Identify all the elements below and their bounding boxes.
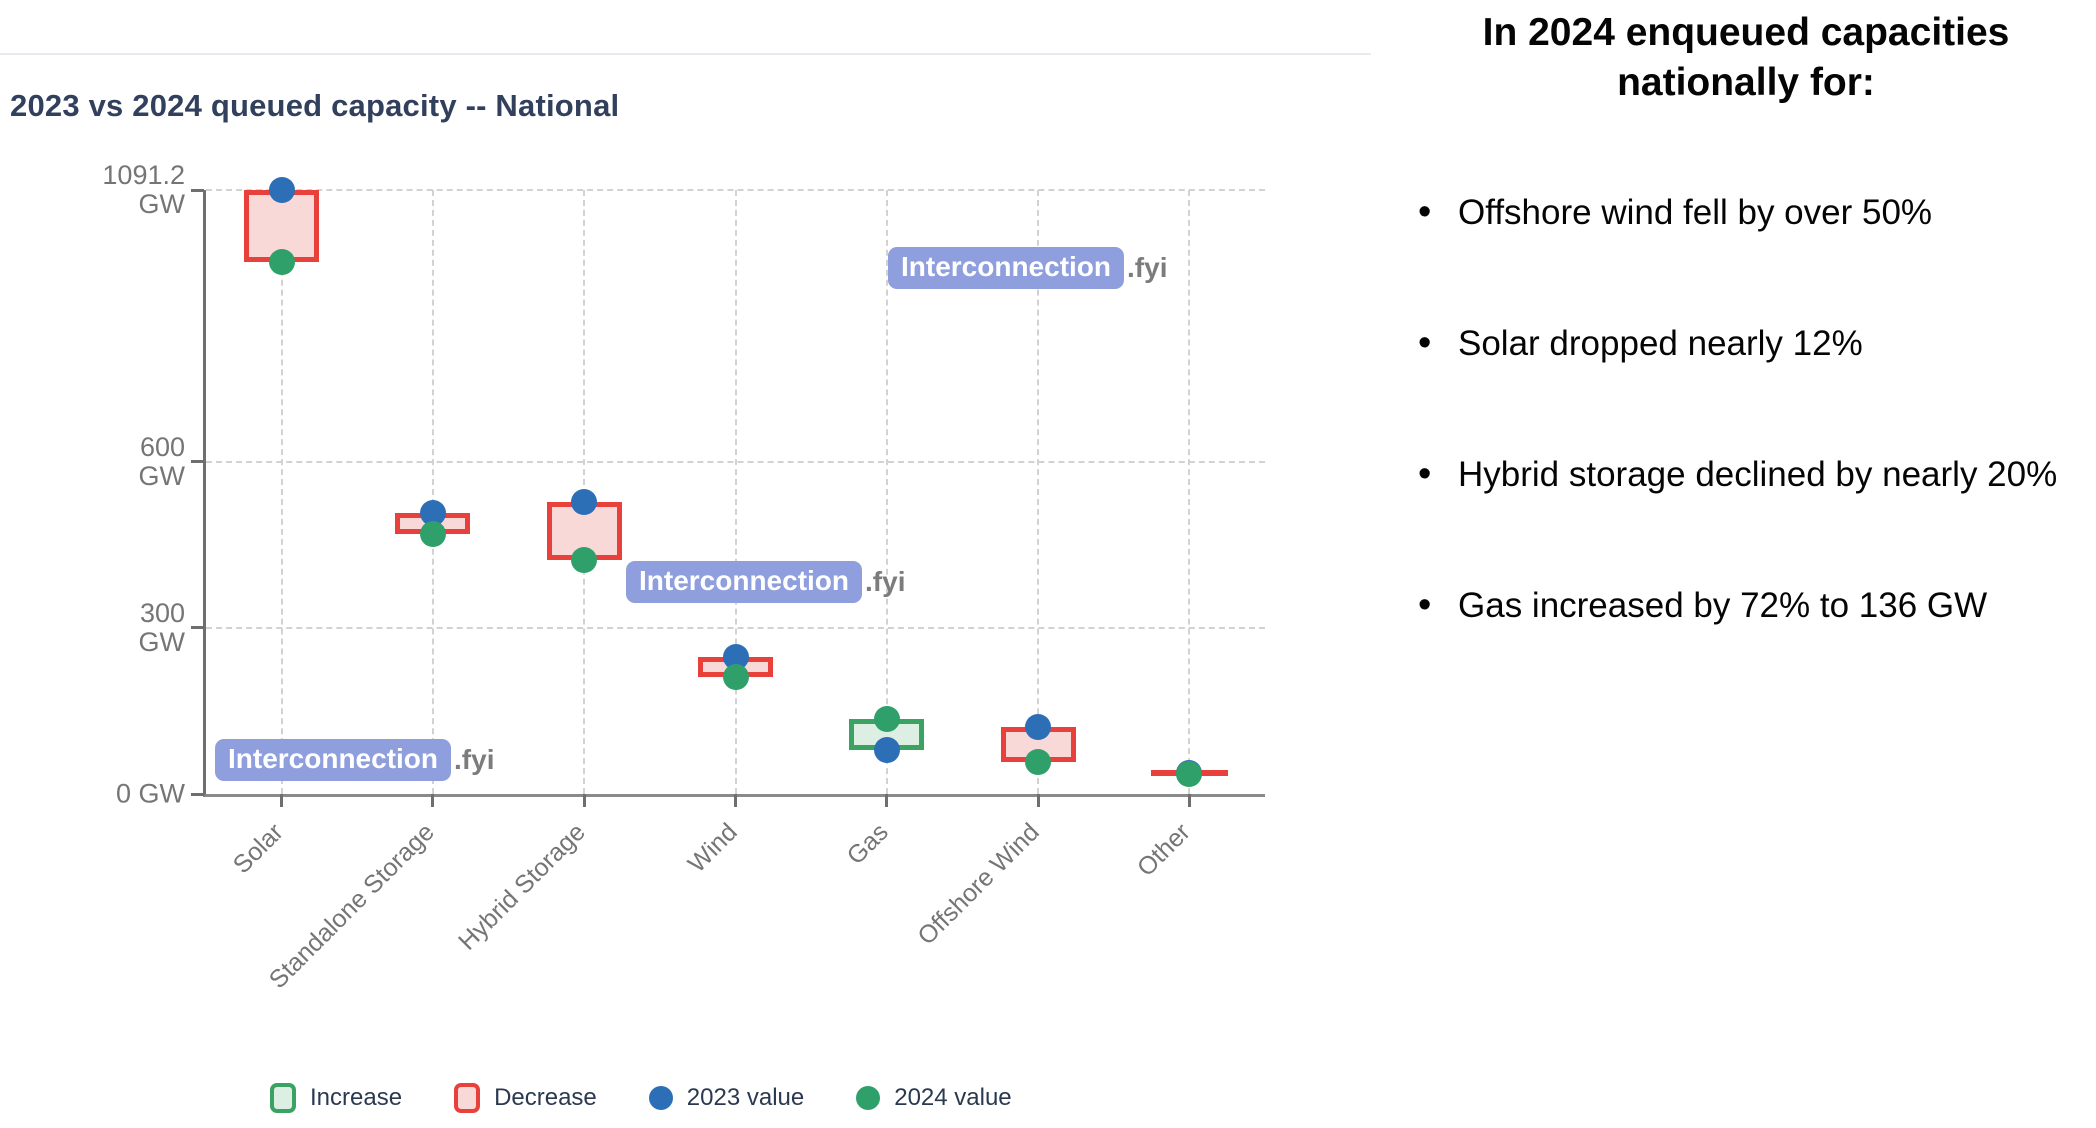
dot-2024-other[interactable] xyxy=(1176,760,1203,787)
x-axis-label: Gas xyxy=(841,818,894,871)
note-bullet: Hybrid storage declined by nearly 20% xyxy=(1418,448,2084,501)
watermark-link[interactable]: Interconnection .fyi xyxy=(626,561,905,603)
v-gridline xyxy=(280,190,283,794)
v-gridline xyxy=(1037,190,1040,794)
x-axis-label: Solar xyxy=(227,818,289,880)
decrease-swatch-icon xyxy=(454,1083,481,1113)
dot-2024-gas[interactable] xyxy=(873,705,900,732)
notes-panel: In 2024 enqueued capacities nationally f… xyxy=(1408,8,2084,712)
y-axis-label: 1091.2 GW xyxy=(102,159,185,219)
watermark-link[interactable]: Interconnection .fyi xyxy=(215,739,494,781)
legend-item-increase[interactable]: Increase xyxy=(270,1083,402,1113)
dot-2023-gas[interactable] xyxy=(873,737,900,764)
y-axis-label: 600 GW xyxy=(138,431,186,491)
dot-2023-solar[interactable] xyxy=(268,177,295,203)
notes-list: Offshore wind fell by over 50% Solar dro… xyxy=(1408,186,2084,632)
watermark-brand: Interconnection xyxy=(888,247,1125,289)
x-axis-tick xyxy=(1036,794,1040,807)
x-axis-label: Other xyxy=(1132,818,1197,883)
watermark-suffix: .fyi xyxy=(1127,252,1168,283)
legend-label: Decrease xyxy=(494,1084,597,1111)
y-axis-tick xyxy=(191,626,204,630)
dot-2023-offshore-wind[interactable] xyxy=(1025,714,1052,741)
divider-line xyxy=(0,53,1371,55)
dot-2024-standalone-storage[interactable] xyxy=(419,521,446,548)
dot-2024-solar[interactable] xyxy=(268,248,295,275)
note-bullet: Solar dropped nearly 12% xyxy=(1418,317,2084,370)
v-gridline xyxy=(734,190,737,794)
y-axis-label: 300 GW xyxy=(138,597,186,657)
x-axis-tick xyxy=(885,794,889,807)
legend: Increase Decrease 2023 value 2024 value xyxy=(270,1083,1012,1113)
x-axis-label: Standalone Storage xyxy=(263,818,440,995)
y-axis-tick xyxy=(191,188,204,192)
watermark-link[interactable]: Interconnection .fyi xyxy=(888,247,1167,289)
legend-label: Increase xyxy=(310,1084,403,1111)
dot-2024-offshore-wind[interactable] xyxy=(1025,748,1052,775)
dot-2023-hybrid-storage[interactable] xyxy=(571,489,598,516)
note-bullet: Offshore wind fell by over 50% xyxy=(1418,186,2084,239)
legend-item-2024-value[interactable]: 2024 value xyxy=(856,1084,1012,1112)
notes-heading: In 2024 enqueued capacities nationally f… xyxy=(1482,11,2010,104)
x-axis-label: Hybrid Storage xyxy=(453,818,592,956)
increase-swatch-icon xyxy=(270,1083,296,1113)
legend-item-decrease[interactable]: Decrease xyxy=(454,1083,597,1113)
y-axis-label: 0 GW xyxy=(115,778,185,809)
legend-label: 2024 value xyxy=(894,1084,1012,1111)
dot-2024-icon xyxy=(856,1086,881,1110)
watermark-brand: Interconnection xyxy=(215,739,452,781)
chart-title: 2023 vs 2024 queued capacity -- National xyxy=(10,88,620,123)
legend-label: 2023 value xyxy=(686,1084,805,1111)
watermark-suffix: .fyi xyxy=(865,566,906,597)
x-axis-tick xyxy=(734,794,737,807)
v-gridline xyxy=(885,190,888,794)
legend-item-2023-value[interactable]: 2023 value xyxy=(648,1084,805,1112)
x-axis-label: Wind xyxy=(682,818,743,879)
dot-2023-icon xyxy=(648,1086,673,1110)
watermark-brand: Interconnection xyxy=(626,561,863,603)
dot-2024-hybrid-storage[interactable] xyxy=(571,546,598,573)
plot-area xyxy=(191,177,1265,807)
dot-2024-wind[interactable] xyxy=(722,664,749,691)
v-gridline xyxy=(431,190,434,794)
x-axis-label: Offshore Wind xyxy=(912,818,1045,951)
watermark-suffix: .fyi xyxy=(454,744,495,775)
y-axis-tick xyxy=(191,792,204,796)
y-axis-tick xyxy=(191,460,204,464)
x-axis-tick xyxy=(280,794,284,807)
x-axis-tick xyxy=(1187,794,1191,807)
v-gridline xyxy=(1188,190,1191,794)
x-axis-tick xyxy=(582,794,586,807)
x-axis-tick xyxy=(431,794,435,807)
note-bullet: Gas increased by 72% to 136 GW xyxy=(1418,579,2084,632)
